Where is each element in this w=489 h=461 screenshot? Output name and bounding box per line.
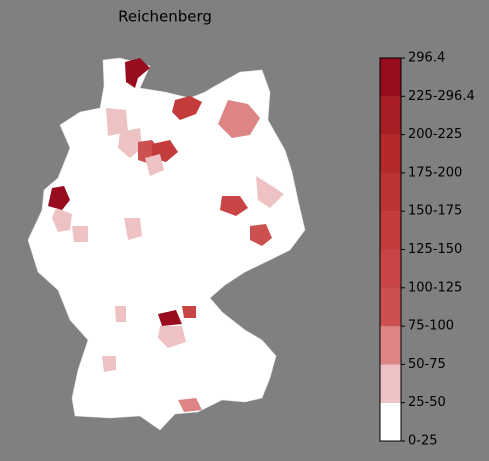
colorbar-label: 50-75 (408, 357, 446, 372)
colorbar-segment (380, 58, 401, 97)
region (52, 208, 72, 232)
colorbar-label: 75-100 (408, 319, 454, 334)
region (102, 356, 116, 372)
colorbar-label: 100-125 (408, 280, 462, 295)
region (182, 306, 196, 318)
colorbar-label: 225-296.4 (408, 89, 475, 104)
colorbar-label: 150-175 (408, 204, 462, 219)
region (158, 310, 182, 326)
region (125, 58, 150, 88)
colorbar-segment (380, 326, 401, 365)
region (220, 196, 248, 216)
region (178, 398, 202, 412)
colorbar-segment (380, 364, 401, 403)
colorbar-label: 200-225 (408, 127, 462, 142)
colorbar-segment (380, 287, 401, 327)
colorbar-label: 296.4 (408, 51, 445, 66)
colorbar-label: 25-50 (408, 395, 446, 410)
colorbar-segment (380, 96, 401, 135)
region (72, 226, 88, 242)
colorbar-label: 175-200 (408, 165, 462, 180)
colorbar-label: 0-25 (408, 434, 438, 449)
colorbar-segment (380, 134, 401, 173)
region (145, 154, 164, 176)
region (172, 96, 202, 120)
region (158, 326, 186, 348)
colorbar-segment (380, 249, 401, 288)
map-title: Reichenberg (118, 8, 212, 26)
colorbar-segment (380, 172, 401, 212)
colorbar-label: 125-150 (408, 242, 462, 257)
region (256, 176, 284, 208)
region (118, 128, 142, 158)
region (250, 224, 272, 246)
region (218, 100, 260, 138)
region (115, 306, 126, 322)
region (124, 218, 142, 240)
colorbar-segment (380, 402, 401, 441)
colorbar: 0-25 25-50 50-75 75-100 100-125 125-150 150-17… (379, 51, 475, 449)
colorbar-segment (380, 211, 401, 250)
region (48, 186, 70, 210)
germany (27, 57, 306, 431)
region (106, 108, 128, 136)
country-shape (27, 57, 306, 431)
